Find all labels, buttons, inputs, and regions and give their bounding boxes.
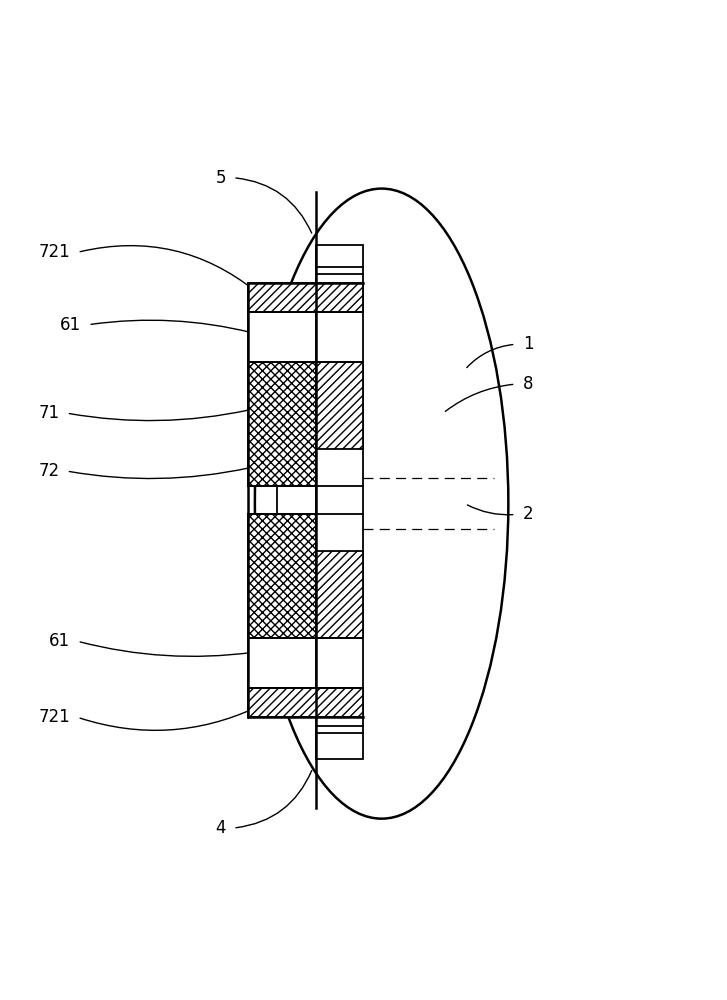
- Bar: [248, 514, 316, 638]
- Text: 61: 61: [49, 632, 71, 650]
- Bar: [248, 312, 316, 362]
- Text: 4: 4: [215, 819, 226, 837]
- Text: 1: 1: [523, 335, 534, 353]
- Bar: [248, 638, 316, 688]
- Bar: [316, 551, 364, 638]
- Text: 721: 721: [39, 708, 71, 726]
- Bar: [248, 688, 364, 717]
- Bar: [316, 362, 364, 449]
- Bar: [316, 551, 364, 638]
- Bar: [248, 283, 364, 312]
- Text: 5: 5: [215, 169, 226, 187]
- Text: 71: 71: [39, 404, 60, 422]
- Bar: [316, 362, 364, 449]
- Text: 2: 2: [523, 505, 534, 523]
- Text: 61: 61: [60, 316, 81, 334]
- Bar: [248, 362, 316, 486]
- Bar: [276, 486, 316, 514]
- Bar: [248, 362, 316, 486]
- Text: 721: 721: [39, 243, 71, 261]
- Text: 72: 72: [39, 462, 60, 480]
- Bar: [316, 245, 364, 759]
- Bar: [248, 514, 316, 638]
- Bar: [248, 283, 364, 312]
- Bar: [248, 688, 364, 717]
- Text: 8: 8: [523, 375, 534, 393]
